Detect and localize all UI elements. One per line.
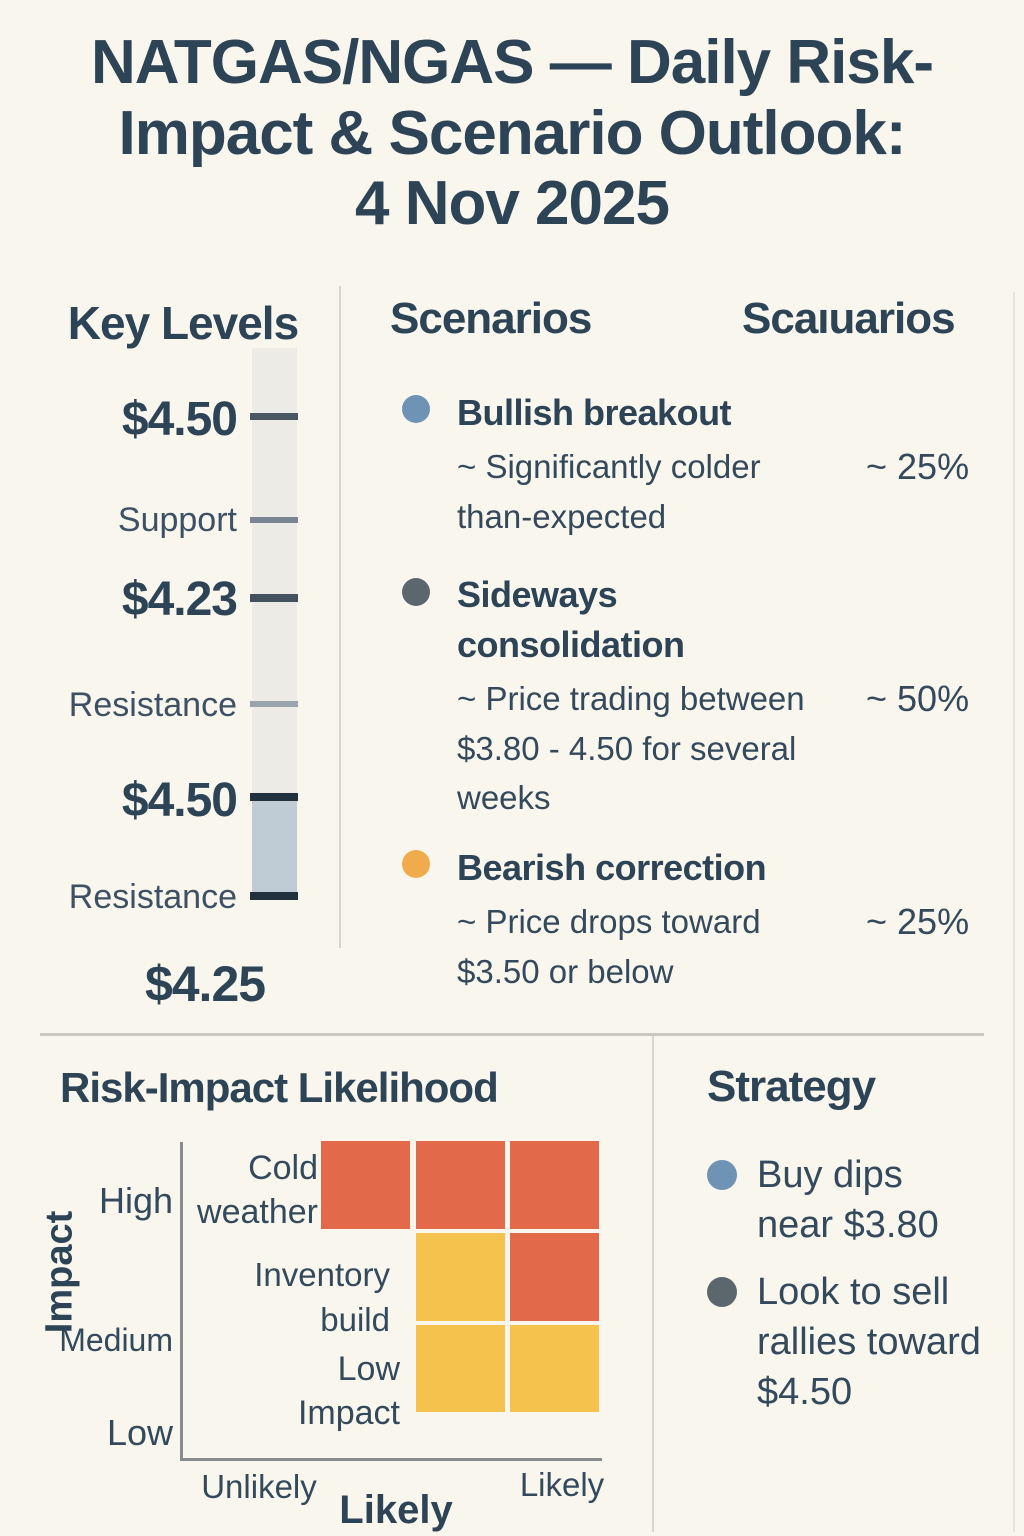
heatmap-y-axis-label: Impact: [38, 1210, 81, 1334]
heatmap-cell-r1c1: [321, 1141, 410, 1229]
vertical-divider-left: [339, 286, 341, 948]
gauge-tick-450: [250, 413, 298, 420]
heatmap-cell-r3c2: [416, 1325, 505, 1412]
key-level-price-425: $4.25: [144, 956, 266, 1012]
key-level-support: Support: [117, 501, 237, 539]
bullet-dot-bullish: [402, 395, 430, 423]
heatmap-y-axis: [180, 1142, 183, 1460]
scenario-probability-sideways: ~ 50%: [866, 678, 970, 719]
scenario-probability-bullish: ~ 25%: [866, 446, 970, 487]
key-level-price-423: $4.23: [121, 573, 238, 626]
key-level-resistance-2: Resistance: [68, 878, 237, 916]
heatmap-row-label-cold-weather: Cold weather: [197, 1149, 318, 1231]
heatmap-ytick-medium: Medium: [59, 1322, 173, 1358]
gauge-tick-450-2: [250, 793, 298, 801]
scenarios-heading: Scenarios: [390, 294, 592, 343]
page-title: NATGAS/NGAS — Daily Risk- Impact & Scena…: [90, 28, 934, 239]
scenario-name-bearish: Bearish correction: [457, 847, 767, 888]
gauge-tick-support: [250, 517, 298, 523]
key-level-price-450: $4.50: [121, 393, 238, 446]
gauge-tick-resistance: [250, 701, 298, 707]
heatmap-heading: Risk-Impact Likelihood: [60, 1064, 499, 1111]
gauge-tick-resistance-2: [250, 892, 298, 900]
bullet-dot-bearish: [402, 850, 430, 878]
heatmap-cell-r3c3: [510, 1325, 599, 1412]
heatmap-row-label-inventory-build: Inventory build: [254, 1256, 390, 1338]
key-level-resistance: Resistance: [68, 686, 237, 724]
price-gauge-upper-segment: [252, 348, 297, 797]
scenario-desc-sideways: ~ Price trading between $3.80 - 4.50 for…: [457, 680, 805, 816]
heatmap-x-axis-label: Likely: [339, 1488, 453, 1532]
bullet-dot-buy-dips: [707, 1160, 737, 1190]
heatmap-cell-r2c3: [510, 1233, 599, 1321]
strategy-item-buy-dips: Buy dips near $3.80: [757, 1154, 939, 1247]
heatmap-ytick-high: High: [98, 1180, 173, 1221]
bullet-dot-sideways: [402, 578, 430, 606]
heatmap-xtick-likely: Likely: [519, 1466, 605, 1503]
strategy-item-sell-rallies: Look to sell rallies toward $4.50: [757, 1271, 981, 1414]
horizontal-divider: [40, 1033, 984, 1036]
heatmap-cell-r1c3: [510, 1141, 599, 1229]
price-gauge-lower-segment: [252, 797, 297, 897]
heatmap-ytick-low: Low: [106, 1412, 173, 1453]
scenario-probability-bearish: ~ 25%: [866, 901, 970, 942]
scenarios-heading-right: Scaıuarios: [742, 294, 956, 343]
scenario-desc-bullish: ~ Significantly colder than-expected: [457, 448, 761, 535]
scenario-name-bullish: Bullish breakout: [457, 392, 732, 433]
strategy-heading: Strategy: [707, 1062, 876, 1111]
heatmap-cell-r1c2: [416, 1141, 505, 1229]
key-level-price-450-2: $4.50: [121, 774, 238, 827]
vertical-divider-bottom: [652, 1036, 654, 1532]
scenario-desc-bearish: ~ Price drops toward $3.50 or below: [457, 903, 761, 990]
heatmap-x-axis: [180, 1458, 602, 1461]
gauge-tick-423: [250, 594, 298, 602]
scenario-name-sideways: Sideways consolidation: [457, 574, 685, 666]
vertical-divider-right-edge: [1013, 292, 1015, 1532]
heatmap-xtick-unlikely: Unlikely: [201, 1468, 317, 1505]
heatmap-row-label-low-impact: Low Impact: [297, 1350, 400, 1432]
heatmap-cell-r2c2: [416, 1233, 505, 1321]
key-levels-heading: Key Levels: [67, 297, 299, 349]
bullet-dot-sell-rallies: [707, 1277, 737, 1307]
